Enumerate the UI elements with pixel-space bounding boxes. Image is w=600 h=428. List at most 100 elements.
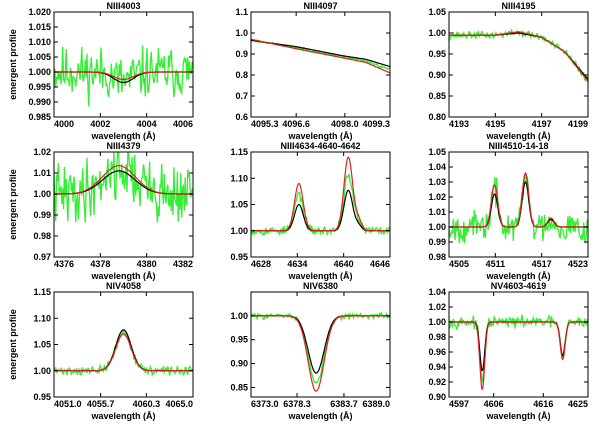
model-red-line [54,71,193,81]
x-tick-label: 4378 [90,259,110,269]
y-tick-label: 0.98 [428,332,446,342]
y-tick-label: 0.98 [33,231,51,241]
panel-title: NIV4058 [106,281,141,291]
plot-frame [250,151,391,258]
x-tick-label: 4060.3 [133,399,161,409]
panel-5: NIII4510-14-18 4505 4511 4517 4523 0.98 0.99 1.… [428,141,589,281]
x-tick-label: 4634 [287,259,307,269]
plot-frame [250,291,391,398]
y-tick-label: 1.10 [33,313,51,323]
x-tick-label: 4380 [137,259,157,269]
model-red-line [449,171,588,228]
panel-3: NIII4379 4376 4378 4380 4382 0.97 0.98 0.99 1.00… [8,141,194,281]
panel-2: NIII4195 4193 4195 4197 4199 0.80 0.85 0.90 0.95… [428,1,589,141]
x-tick-label: 4095.3 [251,119,279,129]
panel-title: NIII4003 [106,1,140,11]
y-tick-label: 1.00 [33,366,51,376]
y-tick-label: 0.95 [230,335,248,345]
model-red-line [251,38,390,74]
model-red-line [251,156,390,232]
x-tick-label: 4511 [486,259,506,269]
y-tick-label: 1.05 [428,147,446,157]
y-tick-label: 0.995 [28,82,51,92]
model-red-line [54,164,193,195]
x-tick-label: 4000 [54,119,74,129]
y-tick-label: 1.01 [33,168,51,178]
y-tick-label: 0.99 [428,237,446,247]
panel-6: NIV4058 4051.0 4055.7 4060.3 4065.0 0.95 1.00 1… [8,281,194,421]
model-red-line [54,333,193,372]
x-tick-label: 4006 [173,119,193,129]
y-tick-label: 0.95 [428,49,446,59]
y-tick-label: 0.99 [33,210,51,220]
y-tick-label: 1.010 [28,37,51,47]
x-tick-label: 4382 [173,259,193,269]
y-tick-label: 0.8 [235,70,248,80]
x-tick-label: 4098.0 [331,119,359,129]
observed-line [251,311,390,384]
x-tick-label: 6389.0 [362,399,390,409]
plot-frame [448,291,589,398]
y-tick-label: 1.00 [428,222,446,232]
model-red-line [449,321,588,391]
panel-title: NIV6380 [303,281,338,291]
x-tick-label: 4625 [568,399,588,409]
y-tick-label: 0.90 [230,359,248,369]
panel-title: NIII4634-4640-4642 [280,141,360,151]
y-tick-label: 0.9 [235,49,248,59]
y-tick-label: 1.02 [33,147,51,157]
y-tick-label: 1.000 [28,67,51,77]
x-tick-label: 4597 [449,399,469,409]
x-axis-label: wavelength (Å) [485,411,550,421]
panel-4: NIII4634-4640-4642 4628 4634 4640 4646 0.95 1.… [230,141,391,281]
model-black-line [251,189,390,232]
panel-title: NV4603-4619 [491,281,547,291]
x-tick-label: 4099.3 [362,119,390,129]
y-tick-label: 1.02 [428,192,446,202]
panel-0: NIII4003 4000 4002 4004 4006 0.985 0.990 0.995 1… [8,1,194,141]
y-tick-label: 0.85 [428,91,446,101]
y-tick-label: 1.10 [230,173,248,183]
panel-7: NIV6380 6373.0 6378.3 6383.7 6389.0 0.85 0.90 0… [230,281,391,421]
x-tick-label: 4376 [54,259,74,269]
y-tick-label: 0.97 [33,252,51,262]
plot-frame [448,151,589,258]
panel-title: NIII4379 [106,141,140,151]
y-tick-label: 1.15 [230,147,248,157]
y-tick-label: 0.94 [428,362,446,372]
plot-frame [250,11,391,118]
y-tick-label: 1.00 [428,28,446,38]
x-tick-label: 4616 [533,399,553,409]
y-tick-label: 1.00 [230,311,248,321]
x-tick-label: 4004 [137,119,157,129]
y-tick-label: 1.05 [33,340,51,350]
model-black-line [251,315,390,374]
y-tick-label: 1.05 [230,200,248,210]
y-tick-label: 0.6 [235,112,248,122]
x-tick-label: 4517 [532,259,552,269]
observed-line [449,314,588,383]
observed-line [54,329,193,378]
observed-line [54,45,193,107]
observed-line [449,172,588,244]
y-axis-label: emergent profile [8,309,18,380]
x-tick-label: 4193 [449,119,469,129]
plot-frame [53,11,194,118]
y-tick-label: 1.015 [28,22,51,32]
panel-8: NV4603-4619 4597 4606 4616 4625 0.90 0.92 0.94 0… [428,281,589,421]
x-tick-label: 4195 [485,119,505,129]
panel-title: NIII4097 [303,1,337,11]
x-axis-label: wavelength (Å) [287,411,352,421]
y-tick-label: 1.15 [33,287,51,297]
y-tick-label: 1.00 [428,317,446,327]
x-tick-label: 4051.0 [54,399,82,409]
plot-frame [53,291,194,398]
y-tick-label: 1.00 [230,226,248,236]
plot-frame [53,151,194,258]
x-axis-label: wavelength (Å) [287,131,352,141]
y-axis-label: emergent profile [8,29,18,100]
y-tick-label: 0.985 [28,112,51,122]
y-tick-label: 1.04 [428,287,446,297]
x-tick-label: 4505 [449,259,469,269]
x-tick-label: 4606 [484,399,504,409]
